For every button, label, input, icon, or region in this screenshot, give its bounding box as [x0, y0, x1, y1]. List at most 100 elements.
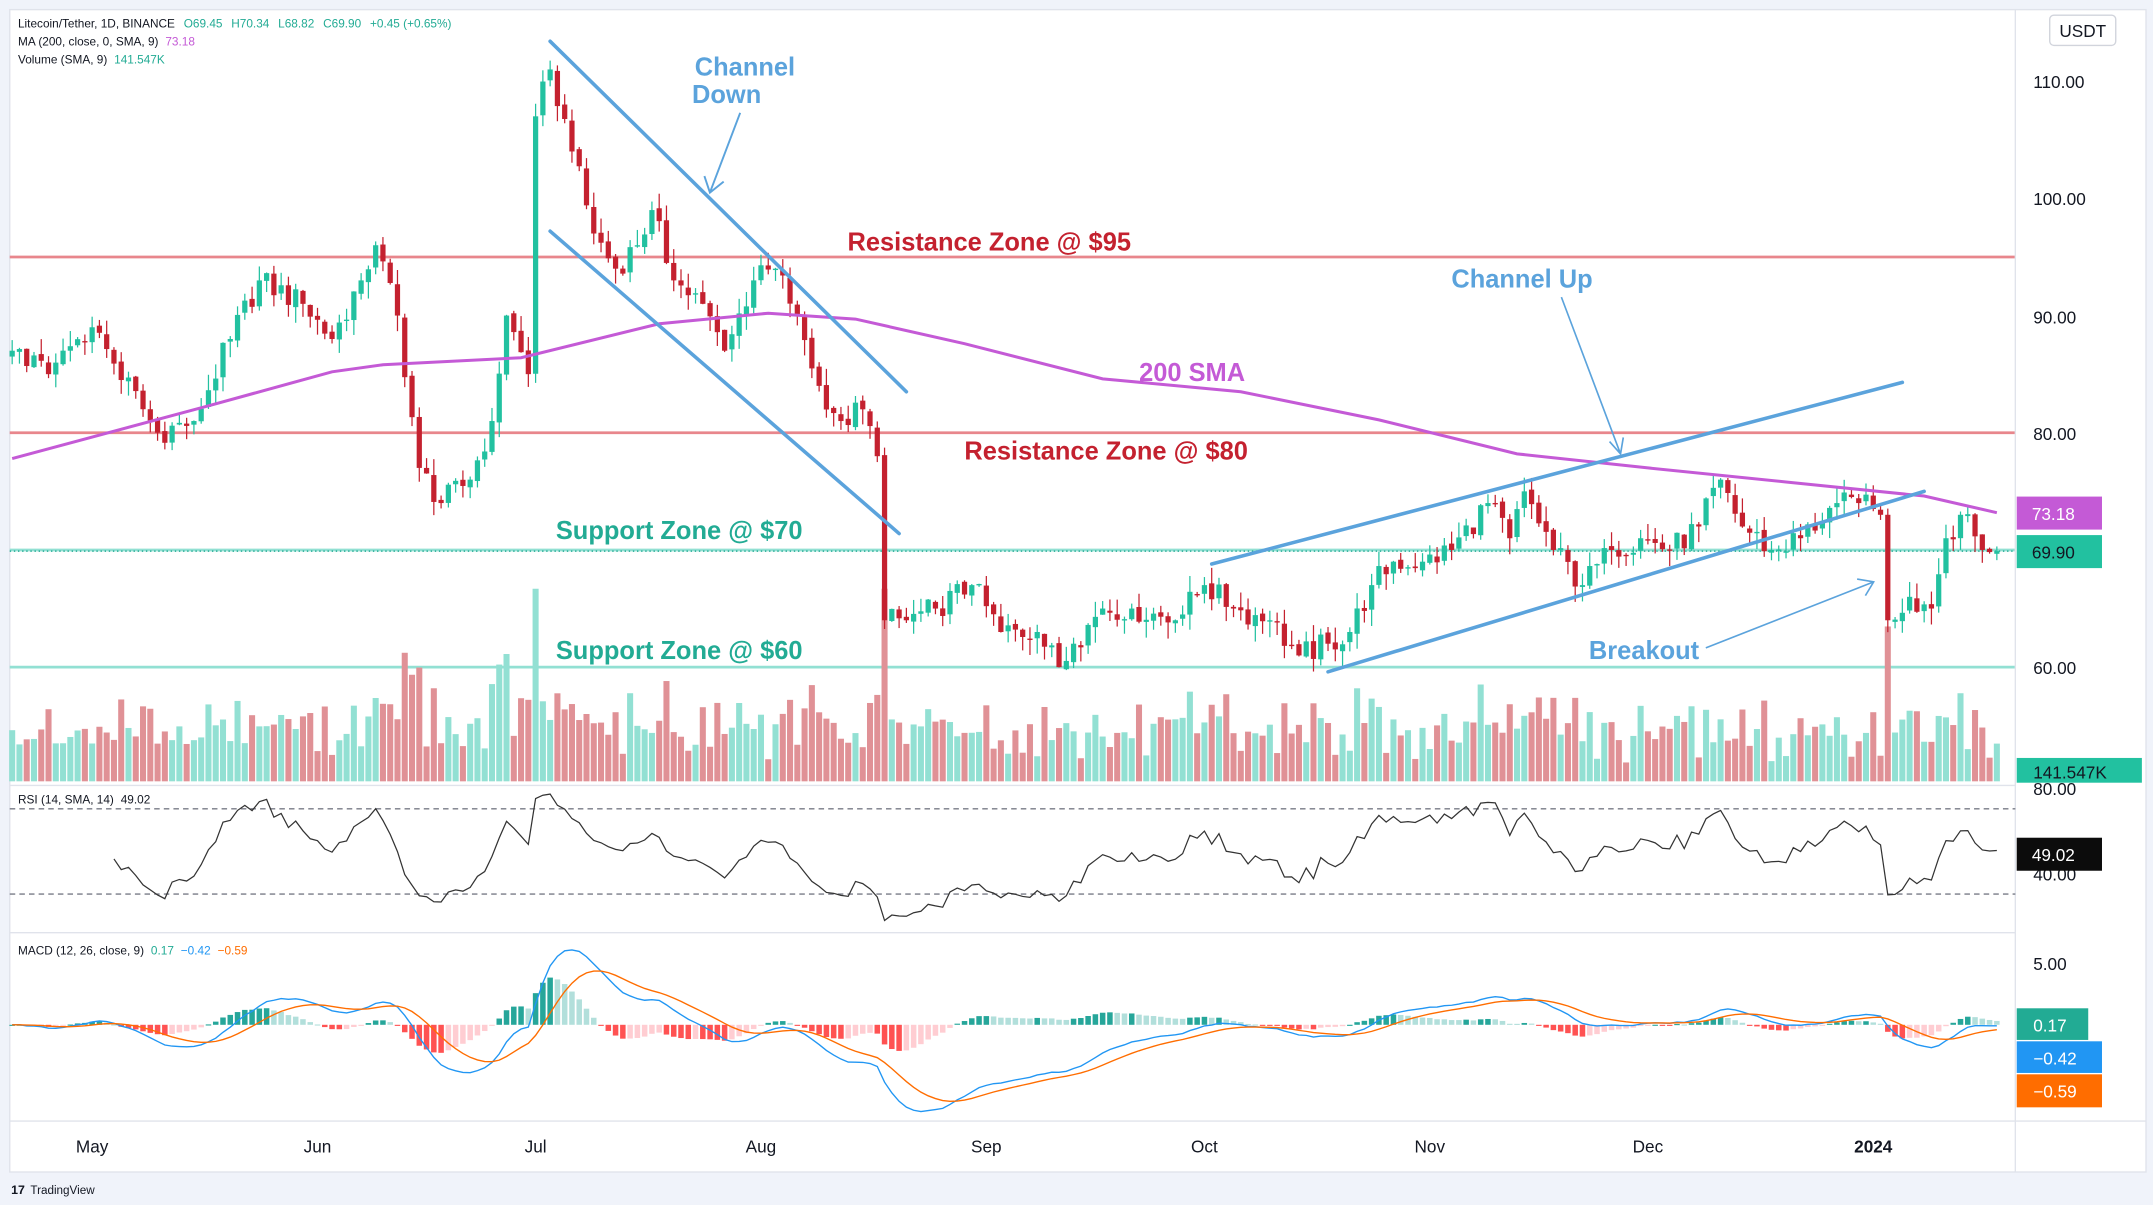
candle-body [1063, 660, 1069, 670]
candle-body [1790, 533, 1796, 550]
candle-body [1369, 585, 1375, 610]
volume-bar [1703, 709, 1710, 782]
volume-bar [1564, 723, 1571, 782]
candle-body [896, 609, 902, 619]
macd-hist-bar [1339, 1024, 1346, 1027]
candle-body [1601, 548, 1607, 564]
candle-body [1572, 561, 1578, 587]
volume-bar [1826, 735, 1833, 782]
volume-bar [1775, 737, 1782, 782]
annotation-resistance-80: Resistance Zone @ $80 [964, 437, 1248, 465]
candle-body [918, 611, 924, 614]
macd-hist-bar [1557, 1024, 1564, 1032]
legend-volume-row[interactable]: Volume (SMA, 9) 141.547K [18, 52, 165, 66]
candle-body [1499, 501, 1506, 518]
macd-hist-bar [176, 1024, 183, 1033]
legend-rsi-row[interactable]: RSI (14, SMA, 14) 49.02 [18, 792, 150, 806]
candle-body [474, 460, 481, 482]
legend-macd-row[interactable]: MACD (12, 26, close, 9) 0.17 −0.42 −0.59 [18, 944, 248, 958]
candle-body [176, 422, 182, 425]
volume-bar [125, 727, 132, 782]
candle-body [838, 414, 844, 422]
candle-body [874, 427, 880, 457]
macd-hist-bar [954, 1023, 961, 1025]
volume-bar [285, 719, 292, 782]
volume-bar [481, 748, 488, 782]
macd-hist-bar [1739, 1022, 1746, 1025]
macd-hist-bar [1608, 1024, 1615, 1031]
volume-bar [1463, 721, 1470, 782]
candle-body [496, 373, 502, 423]
volume-bar [612, 712, 619, 782]
macd-hist-bar [198, 1024, 204, 1028]
macd-hist-bar [1027, 1018, 1033, 1025]
volume-bar [299, 716, 306, 782]
volume-bar [9, 730, 16, 782]
volume-bar [590, 723, 597, 782]
volume-bar [881, 588, 888, 782]
candle-body [1703, 498, 1709, 526]
macd-hist-bar [111, 1024, 117, 1026]
volume-bar [227, 741, 234, 782]
candle-body [642, 234, 648, 248]
volume-bar [45, 709, 52, 782]
legend-ma-row[interactable]: MA (200, close, 0, SMA, 9) 73.18 [18, 34, 195, 48]
volume-bar [1085, 732, 1092, 782]
macd-hist-bar [1412, 1016, 1419, 1025]
candle-body [831, 407, 837, 414]
candle-body [692, 293, 699, 295]
trendlines[interactable] [548, 39, 1926, 674]
macd-hist-bar [823, 1024, 830, 1038]
annotation-channel-down: Channel Down [692, 54, 795, 110]
candle-body [998, 616, 1004, 632]
candle-body [1565, 550, 1571, 562]
macd-hist-bar [1456, 1020, 1462, 1025]
macd-hist-bar [416, 1024, 423, 1046]
candle-body [634, 245, 640, 247]
price-axis[interactable]: USDT 110.00 100.00 90.00 80.00 60.00 80.… [2016, 14, 2142, 1108]
candle-body [1129, 608, 1135, 620]
candle-body [329, 331, 335, 339]
macd-hist-bar [1463, 1019, 1469, 1025]
macd-hist-bar [1470, 1020, 1477, 1025]
macd-hist-bar [903, 1024, 910, 1051]
candle-body [1834, 503, 1840, 508]
volume-bar [1557, 734, 1564, 782]
tradingview-logo[interactable]: 17 TradingView [11, 1183, 95, 1197]
time-tick: Dec [1633, 1137, 1664, 1157]
macd-hist-bar [365, 1023, 372, 1025]
candle-body [1943, 538, 1949, 574]
volume-bar [1041, 706, 1048, 782]
candle-body [1027, 638, 1033, 640]
volume-bar [1921, 741, 1928, 782]
candle-body [947, 590, 953, 615]
macd-hist-bar [1383, 1015, 1389, 1025]
candle-body [1245, 609, 1251, 625]
candle-body [1216, 584, 1222, 599]
macd-hist-bar [569, 991, 575, 1025]
volume-bar [1928, 741, 1935, 782]
volume-bar [198, 737, 205, 782]
macd-hist-bar [1754, 1024, 1760, 1027]
macd-hist-bar [663, 1024, 670, 1035]
candle-body [198, 408, 204, 422]
volume-bar [1339, 734, 1346, 782]
volume-bar [1077, 758, 1084, 782]
currency-button[interactable] [2049, 14, 2117, 47]
volume-bar [423, 746, 430, 782]
macd-hist-bar [678, 1024, 684, 1039]
volume-bar [1543, 718, 1550, 782]
candle-body [1485, 503, 1491, 507]
volume-bar [219, 719, 227, 782]
candle-body [1361, 607, 1367, 611]
volume-bar [408, 674, 416, 782]
candle-body [758, 265, 764, 281]
candle-body [1921, 604, 1927, 612]
macd-hist-bar [1892, 1024, 1898, 1037]
macd-hist-bar [1776, 1024, 1782, 1031]
time-axis[interactable]: May Jun Jul Aug Sep Oct Nov Dec 2024 [76, 1137, 1893, 1157]
trendline-channel_down_lower [548, 229, 901, 536]
macd-hist-bar [1717, 1017, 1724, 1025]
volume-bar [1535, 697, 1542, 782]
